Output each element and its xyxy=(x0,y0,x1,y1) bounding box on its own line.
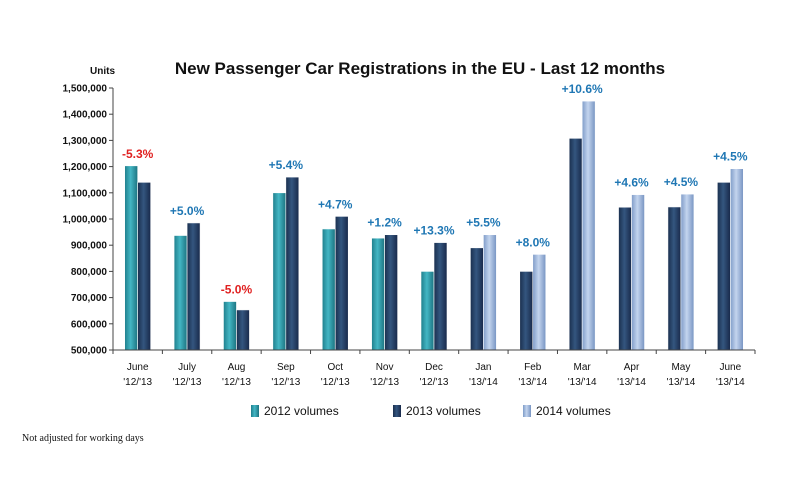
bar-2013 xyxy=(618,206,632,351)
legend-label-2014: 2014 volumes xyxy=(536,404,611,418)
x-tick-label: Sep xyxy=(277,362,295,373)
change-label: +10.6% xyxy=(562,82,603,96)
legend-swatch-2012 xyxy=(251,405,259,417)
change-label: +4.7% xyxy=(318,197,353,211)
bar-2014 xyxy=(483,234,497,351)
change-label: +5.4% xyxy=(269,158,304,172)
bar-2013 xyxy=(236,309,250,351)
x-tick-label-period: '12/'13 xyxy=(271,377,300,388)
bar-2012 xyxy=(223,301,237,351)
y-tick-label: 1,000,000 xyxy=(63,215,108,226)
bar-2013 xyxy=(285,176,300,351)
x-tick-label-period: '12/'13 xyxy=(370,377,399,388)
x-tick-label-period: '12/'13 xyxy=(123,377,152,388)
bar-2014 xyxy=(730,168,744,351)
x-tick-label-period: '12/'13 xyxy=(173,377,202,388)
legend-swatch-2013 xyxy=(393,405,401,417)
bar-2013 xyxy=(568,138,583,351)
x-tick-label: Jan xyxy=(475,362,491,373)
change-label: +4.5% xyxy=(713,150,748,164)
y-axis: 500,000 600,000 700,000 800,000 900,000 1,000… xyxy=(63,84,114,357)
bar-2012 xyxy=(371,237,385,351)
x-tick-label: June xyxy=(719,362,741,373)
y-tick-label: 1,400,000 xyxy=(63,110,108,121)
bar-2013 xyxy=(667,206,682,351)
bar-2013 xyxy=(433,242,448,351)
x-tick-label: Mar xyxy=(574,362,592,373)
x-tick-label: Aug xyxy=(228,362,246,373)
y-tick-label: 1,200,000 xyxy=(63,162,108,173)
bar-2014 xyxy=(680,193,695,351)
x-tick-label-period: '12/'13 xyxy=(420,377,449,388)
x-tick-label-period: '13/'14 xyxy=(667,377,696,388)
change-label: +13.3% xyxy=(413,224,454,238)
x-tick-label: July xyxy=(178,362,196,373)
x-tick-label: Apr xyxy=(624,362,640,373)
x-tick-label-period: '12/'13 xyxy=(222,377,251,388)
x-tick-label: Feb xyxy=(524,362,542,373)
bar-2013 xyxy=(470,247,484,351)
bar-2012 xyxy=(420,271,435,351)
change-label: +5.0% xyxy=(170,204,205,218)
x-tick-label-period: '13/'14 xyxy=(568,377,597,388)
x-tick-label-period: '13/'14 xyxy=(716,377,745,388)
change-label: +8.0% xyxy=(516,235,551,249)
x-tick-label: May xyxy=(671,362,690,373)
change-label: -5.0% xyxy=(221,283,253,297)
y-tick-label: 800,000 xyxy=(71,267,108,278)
x-tick-label: Oct xyxy=(327,362,343,373)
y-tick-label: 1,100,000 xyxy=(63,188,108,199)
bar-2013 xyxy=(519,271,534,351)
change-label: -5.3% xyxy=(122,147,154,161)
y-tick-label: 600,000 xyxy=(71,319,108,330)
x-tick-label: Dec xyxy=(425,362,443,373)
y-tick-label: 1,500,000 xyxy=(63,84,108,95)
bar-2014 xyxy=(581,100,596,351)
bar-2013 xyxy=(384,234,398,351)
chart-title: New Passenger Car Registrations in the E… xyxy=(175,59,665,78)
change-label: +1.2% xyxy=(367,216,402,230)
x-tick-label: June xyxy=(127,362,149,373)
change-label: +5.5% xyxy=(466,216,501,230)
x-tick-label-period: '13/'14 xyxy=(518,377,547,388)
legend-swatch-2014 xyxy=(523,405,531,417)
footnote: Not adjusted for working days xyxy=(22,433,144,444)
bars xyxy=(124,100,744,351)
bar-2013 xyxy=(717,182,731,351)
bar-2014 xyxy=(631,194,645,351)
x-tick-label-period: '12/'13 xyxy=(321,377,350,388)
x-tick-label: Nov xyxy=(376,362,394,373)
x-tick-label-period: '13/'14 xyxy=(617,377,646,388)
x-tick-label-period: '13/'14 xyxy=(469,377,498,388)
change-label: +4.6% xyxy=(614,176,649,190)
x-axis: June '12/'13 July '12/'13 Aug '12/'13 Sep '12/'… xyxy=(112,349,756,388)
y-tick-label: 1,300,000 xyxy=(63,136,108,147)
bar-2012 xyxy=(173,235,188,351)
change-labels: -5.3% +5.0% -5.0% +5.4% +4.7% +1.2% +13.3% +5.5… xyxy=(122,82,748,296)
change-label: +4.5% xyxy=(664,175,699,189)
y-axis-label: Units xyxy=(90,66,115,77)
legend-label-2012: 2012 volumes xyxy=(264,404,339,418)
bar-2013 xyxy=(137,182,151,351)
bar-2013 xyxy=(186,222,201,351)
bar-2014 xyxy=(532,254,547,351)
bar-2012 xyxy=(321,228,336,351)
bar-2012 xyxy=(272,192,287,351)
bar-2013 xyxy=(334,216,349,351)
legend: 2012 volumes 2013 volumes 2014 volumes xyxy=(251,404,611,418)
legend-label-2013: 2013 volumes xyxy=(406,404,481,418)
bar-2012 xyxy=(124,165,138,351)
y-tick-label: 900,000 xyxy=(71,241,108,252)
y-tick-label: 500,000 xyxy=(71,346,108,357)
y-tick-label: 700,000 xyxy=(71,293,108,304)
